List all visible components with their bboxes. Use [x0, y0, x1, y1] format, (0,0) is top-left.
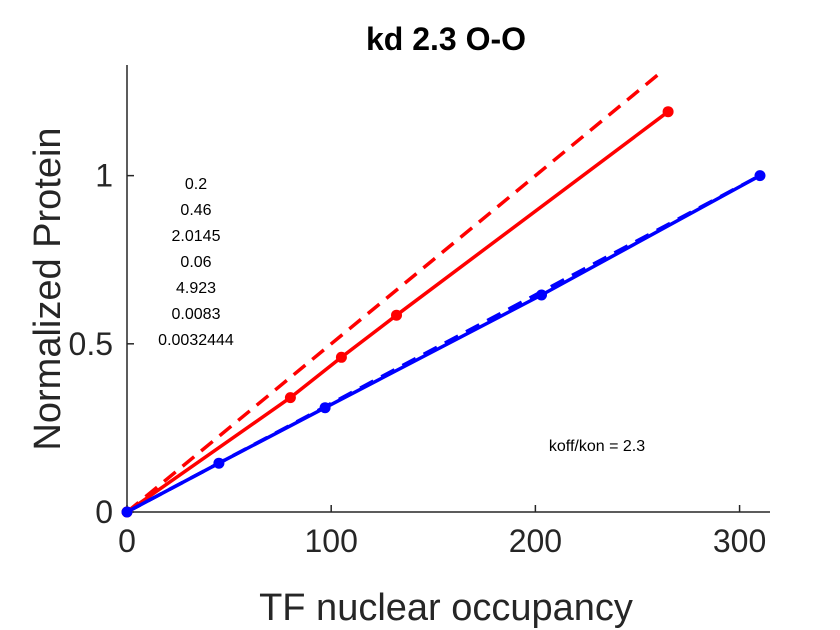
data-point: [536, 289, 547, 301]
y-tick-label: 1: [95, 158, 113, 194]
x-axis: 0 100 200 300: [118, 505, 770, 559]
series-line-1: [125, 70, 664, 514]
parameter-value: 0.46: [180, 202, 211, 219]
parameter-value: 0.06: [180, 254, 211, 271]
data-point: [319, 402, 331, 414]
parameter-value: 4.923: [176, 280, 216, 297]
y-axis-label: Normalized Protein: [27, 127, 69, 450]
parameter-value: 2.0145: [172, 228, 221, 245]
y-tick-label: 0.5: [69, 326, 113, 362]
data-point: [662, 106, 674, 118]
data-point: [335, 351, 347, 363]
data-point: [754, 170, 766, 182]
x-axis-label: TF nuclear occupancy: [259, 587, 633, 629]
y-axis: 00.51: [69, 65, 134, 530]
parameter-value: 0.0083: [172, 306, 221, 323]
x-tick-label: 100: [304, 523, 357, 559]
parameter-value: 0.2: [185, 176, 207, 193]
parameter-annotations: 0.2 0.46 2.0145 0.06 4.923 0.0083 0.0032444: [158, 176, 234, 349]
chart-title: kd 2.3 O-O: [366, 21, 526, 57]
data-point: [121, 506, 133, 518]
data-point: [284, 392, 296, 404]
data-point: [213, 457, 225, 469]
x-tick-label: 0: [118, 523, 136, 559]
parameter-value: 0.0032444: [158, 332, 234, 349]
x-tick-label: 200: [509, 523, 562, 559]
data-point: [391, 309, 402, 321]
x-tick-label: 300: [713, 523, 766, 559]
y-tick-label: 0: [95, 494, 113, 530]
marker-layer: [121, 106, 766, 518]
series-layer: [125, 70, 761, 514]
ratio-annotation: koff/kon = 2.3: [549, 438, 645, 455]
